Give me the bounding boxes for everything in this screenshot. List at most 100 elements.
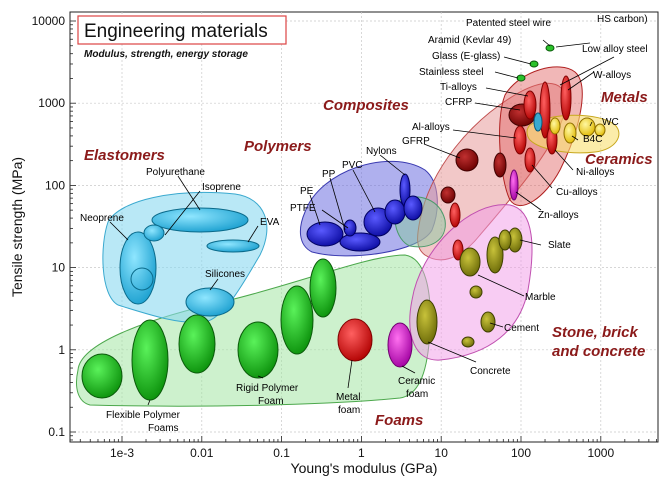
x-axis-label: Young's modulus (GPa) bbox=[291, 460, 438, 476]
label-concrete: Concrete bbox=[470, 366, 511, 377]
bubble-ceramic-foam bbox=[387, 322, 413, 368]
label-al-alloys: Al-alloys bbox=[412, 122, 450, 133]
bubble-neoprene bbox=[119, 231, 157, 305]
bubble-eva bbox=[206, 239, 260, 253]
label-silicones: Silicones bbox=[205, 269, 245, 280]
y-tick-label: 1000 bbox=[38, 96, 65, 110]
bubble-w-alloys bbox=[560, 75, 572, 121]
family-label-polymers: Polymers bbox=[244, 138, 312, 155]
bubble-cement bbox=[480, 311, 496, 333]
y-tick-label: 0.1 bbox=[48, 425, 65, 439]
title-box bbox=[77, 15, 287, 45]
bubble-concrete bbox=[416, 299, 438, 345]
bubble-al-alloys bbox=[513, 125, 527, 155]
label-metal-foam-2: foam bbox=[338, 405, 360, 416]
bubble-b4c bbox=[563, 122, 577, 144]
bubble-metal-foam bbox=[337, 318, 373, 362]
chart-title: Engineering materials bbox=[84, 21, 268, 42]
family-label-stone-2: and concrete bbox=[552, 343, 645, 360]
bubble-marble-2 bbox=[486, 236, 504, 274]
label-w-alloys: W-alloys bbox=[593, 70, 631, 81]
bubble-gfrp bbox=[455, 148, 479, 172]
label-pe: PE bbox=[300, 186, 314, 197]
x-tick-label: 1000 bbox=[587, 446, 614, 460]
bubble-composite-5 bbox=[452, 239, 464, 261]
x-tick-label: 1e-3 bbox=[110, 446, 134, 460]
label-zn-alloys: Zn-alloys bbox=[538, 210, 579, 221]
bubble-isoprene bbox=[143, 224, 165, 242]
bubble-stone-7 bbox=[469, 285, 483, 299]
label-flexible-foam-1: Flexible Polymer bbox=[106, 410, 181, 421]
label-aramid: Aramid (Kevlar 49) bbox=[428, 35, 511, 46]
leader-lines bbox=[109, 39, 615, 406]
bubble-cu-alloys bbox=[524, 147, 536, 173]
label-neoprene: Neoprene bbox=[80, 213, 124, 224]
label-ceramic-foam-2: foam bbox=[406, 389, 428, 400]
bubble-flexible-foam-1 bbox=[81, 353, 123, 399]
bubble-silicones bbox=[185, 287, 235, 317]
label-cfrp: CFRP bbox=[445, 97, 473, 108]
y-tick-label: 100 bbox=[45, 178, 65, 192]
label-pvc: PVC bbox=[342, 160, 363, 171]
label-polyurethane: Polyurethane bbox=[146, 167, 205, 178]
label-metal-foam-1: Metal bbox=[336, 392, 360, 403]
family-label-metals: Metals bbox=[601, 89, 648, 106]
x-tick-label: 0.01 bbox=[190, 446, 214, 460]
family-label-foams: Foams bbox=[375, 412, 423, 429]
label-gfrp: GFRP bbox=[402, 136, 430, 147]
label-patented-steel-wire: Patented steel wire bbox=[466, 18, 551, 29]
bubble-wc bbox=[578, 117, 596, 137]
label-pp: PP bbox=[322, 169, 336, 180]
label-cu-alloys: Cu-alloys bbox=[556, 187, 598, 198]
label-eva: EVA bbox=[260, 217, 280, 228]
bubble-aramid bbox=[529, 60, 539, 68]
bubble-metal-8 bbox=[533, 112, 543, 132]
bubble-marble-1 bbox=[459, 247, 481, 277]
bubble-neoprene-inner bbox=[130, 267, 154, 291]
bubble-zn-alloys bbox=[509, 169, 519, 201]
label-rigid-foam-1: Rigid Polymer bbox=[236, 383, 299, 394]
x-tick-label: 10 bbox=[435, 446, 449, 460]
label-slate: Slate bbox=[548, 240, 571, 251]
x-tick-label: 100 bbox=[511, 446, 531, 460]
bubble-pe bbox=[306, 221, 344, 247]
bubble-composite-3 bbox=[440, 186, 456, 204]
material-labels: Polyurethane Isoprene Neoprene EVA Silic… bbox=[80, 14, 648, 434]
y-axis-label: Tensile strength (MPa) bbox=[9, 157, 25, 297]
bubble-flexible-foam-2 bbox=[131, 319, 169, 401]
label-hs-carbon: HS carbon) bbox=[597, 14, 648, 25]
x-tick-label: 0.1 bbox=[273, 446, 290, 460]
y-tick-label: 10000 bbox=[32, 14, 66, 28]
label-low-alloy-steel: Low alloy steel bbox=[582, 44, 648, 55]
y-tick-label: 1 bbox=[58, 343, 65, 357]
bubble-ceramic-3 bbox=[549, 117, 561, 135]
bubble-ti-alloys bbox=[523, 90, 537, 120]
bubble-composite-6 bbox=[493, 152, 507, 178]
label-ptfe: PTFE bbox=[290, 203, 316, 214]
bubble-rigid-foam-3 bbox=[309, 258, 337, 318]
bubble-pp bbox=[339, 232, 381, 252]
bubble-rigid-foam-2 bbox=[280, 285, 314, 355]
label-b4c: B4C bbox=[583, 134, 602, 145]
family-label-ceramics: Ceramics bbox=[585, 151, 653, 168]
family-label-stone-1: Stone, brick bbox=[552, 324, 639, 341]
label-glass: Glass (E-glass) bbox=[432, 51, 500, 62]
label-cement: Cement bbox=[504, 323, 539, 334]
y-axis-ticks: 0.1 1 10 100 1000 10000 bbox=[32, 14, 76, 441]
bubble-flexible-foam-3 bbox=[178, 314, 216, 374]
y-tick-label: 10 bbox=[52, 261, 66, 275]
label-ti-alloys: Ti-alloys bbox=[440, 82, 477, 93]
bubble-ceramic-4 bbox=[594, 123, 606, 137]
label-stainless-steel: Stainless steel bbox=[419, 67, 483, 78]
bubble-steels bbox=[539, 81, 551, 139]
label-isoprene: Isoprene bbox=[202, 182, 241, 193]
label-rigid-foam-2: Foam bbox=[258, 396, 284, 407]
bubble-steel-wire bbox=[545, 44, 555, 52]
family-labels: Elastomers Polymers Composites Metals Ce… bbox=[84, 89, 653, 429]
bubble-marble-3 bbox=[498, 229, 512, 251]
x-tick-label: 1 bbox=[358, 446, 365, 460]
x-axis-ticks: 1e-3 0.01 0.1 1 10 100 1000 bbox=[79, 436, 657, 460]
bubble-rigid-foam-1 bbox=[237, 321, 279, 379]
bubble-stone-6 bbox=[461, 336, 475, 348]
